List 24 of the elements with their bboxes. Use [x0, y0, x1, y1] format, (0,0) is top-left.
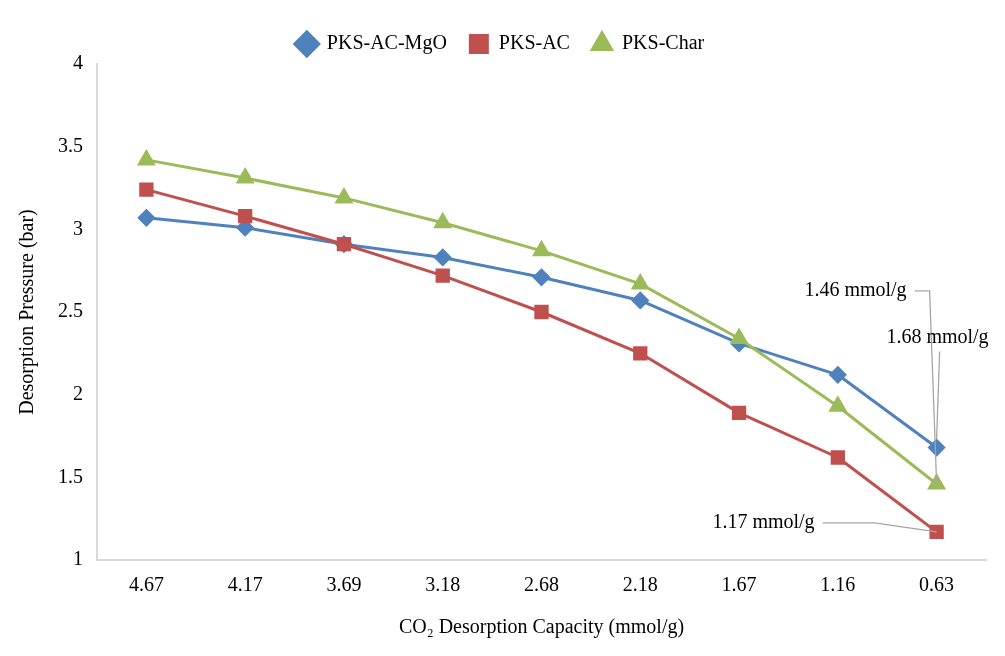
x-tick-label: 4.67 — [128, 573, 164, 596]
annotation: 1.46 mmol/g — [804, 278, 907, 302]
y-tick-label: 1.5 — [58, 464, 83, 487]
x-tick-label: 1.16 — [820, 573, 856, 596]
y-tick-label: 3.5 — [58, 133, 83, 156]
x-tick-label: 4.17 — [227, 573, 263, 596]
y-tick-label: 2.5 — [58, 299, 83, 322]
legend-label: PKS-AC — [498, 31, 570, 54]
annotation: 1.17 mmol/g — [712, 510, 815, 534]
x-tick-label: 2.68 — [524, 573, 559, 596]
legend-label: PKS-AC-MgO — [326, 31, 447, 55]
y-tick-label: 1 — [73, 547, 83, 570]
x-tick-label: 0.63 — [919, 573, 955, 596]
y-axis-title: Desorption Pressure (bar) — [15, 209, 39, 415]
x-tick-label: 3.18 — [425, 573, 461, 596]
x-tick-label: 3.69 — [326, 573, 362, 596]
y-tick-label: 4 — [73, 51, 83, 74]
x-tick-label: 2.18 — [622, 573, 658, 596]
y-tick-label: 3 — [73, 216, 83, 239]
x-axis-title: CO₂ Desorption Capacity (mmol/g) — [398, 615, 685, 639]
annotation: 1.68 mmol/g — [886, 324, 989, 348]
x-tick-label: 1.67 — [721, 573, 757, 596]
legend-label: PKS-Char — [621, 31, 705, 54]
y-tick-label: 2 — [73, 381, 83, 404]
